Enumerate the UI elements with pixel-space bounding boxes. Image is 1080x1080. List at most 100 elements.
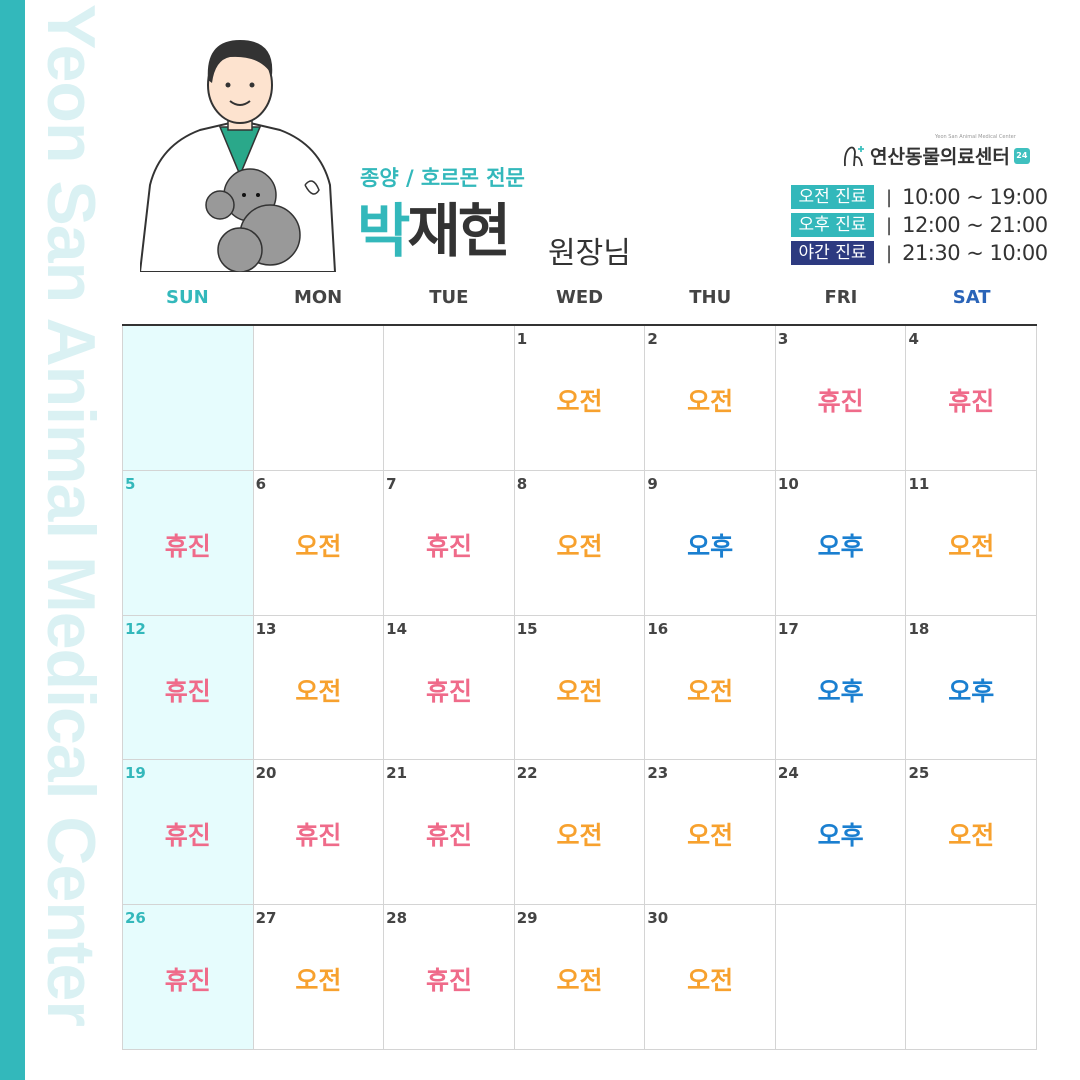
day-number: 14 (386, 619, 408, 638)
day-number: 13 (255, 619, 277, 638)
schedule-status: 오전 (295, 676, 342, 706)
calendar-day-cell: 18 오후 (906, 615, 1038, 761)
hours-table: 오전 진료 | 10:00 ~ 19:00 오후 진료 | 12:00 ~ 21:00 야간… (791, 183, 1048, 267)
day-number: 18 (908, 619, 930, 638)
day-number: 12 (125, 619, 146, 638)
schedule-status: 휴진 (425, 676, 472, 706)
day-number: 19 (125, 764, 146, 783)
weekday-thu: THU (689, 287, 732, 308)
calendar-day-cell: 1 오전 (514, 326, 646, 471)
schedule-status: 오전 (556, 531, 603, 561)
calendar-day-cell: 16 오전 (645, 615, 776, 761)
day-number: 4 (908, 330, 919, 348)
calendar-day-cell: 24 오후 (775, 760, 907, 906)
calendar-day-cell: 4 휴진 (906, 326, 1038, 471)
dog-logo-icon (843, 145, 864, 166)
logo-subtext: Yeon San Animal Medical Center (935, 134, 1016, 140)
day-number: 30 (647, 909, 669, 928)
side-watermark-text: Yeon San Animal Medical Center (33, 4, 109, 1026)
doctor-name-rest: 재현 (407, 197, 511, 265)
schedule-status: 휴진 (164, 531, 211, 561)
schedule-status: 오후 (817, 531, 864, 561)
calendar-day-cell: 23 오전 (645, 760, 776, 906)
day-number: 3 (777, 330, 789, 348)
separator: | (886, 186, 893, 208)
day-number: 7 (386, 474, 397, 493)
doctor-title: 원장님 (548, 236, 631, 271)
day-number: 29 (516, 909, 538, 928)
doctor-name-first: 박 (357, 197, 410, 265)
schedule-status: 오전 (687, 676, 734, 706)
calendar-week: 1 오전 2 오전 3 휴진 4 휴진 (122, 326, 1038, 471)
weekday-fri: FRI (824, 287, 858, 308)
schedule-status: 오전 (556, 676, 603, 706)
weekday-wed: WED (555, 287, 604, 308)
calendar-day-cell: 17 오후 (775, 615, 907, 761)
day-number: 10 (777, 474, 799, 493)
schedule-status: 휴진 (164, 966, 211, 996)
schedule-status: 오후 (687, 531, 734, 561)
hours-time: 10:00 ~ 19:00 (902, 185, 1048, 209)
day-number: 24 (777, 764, 799, 783)
weekday-mon: MON (293, 287, 343, 308)
calendar-week: 26 휴진 27 오전 28 휴진 29 오전 30 오전 (122, 905, 1038, 1050)
hours-row: 오전 진료 | 10:00 ~ 19:00 (791, 183, 1048, 211)
calendar-day-cell: 30 오전 (645, 905, 776, 1050)
schedule-status: 휴진 (164, 676, 211, 706)
hours-time: 21:30 ~ 10:00 (902, 241, 1048, 265)
schedule-status: 오후 (817, 821, 864, 851)
calendar-day-cell: 15 오전 (514, 615, 646, 761)
day-number: 26 (125, 909, 146, 928)
calendar-day-cell: 6 오전 (253, 470, 385, 616)
schedule-status: 휴진 (425, 531, 472, 561)
schedule-status: 오전 (687, 821, 734, 851)
calendar-day-cell (122, 326, 254, 471)
schedule-status: 오전 (687, 387, 734, 416)
day-number: 16 (647, 619, 669, 638)
schedule-status: 휴진 (948, 387, 995, 416)
schedule-status: 오전 (556, 821, 603, 851)
schedule-status: 오전 (556, 966, 603, 996)
calendar-day-cell: 3 휴진 (775, 326, 907, 471)
schedule-status: 휴진 (817, 387, 864, 416)
calendar-day-cell: 10 오후 (775, 470, 907, 616)
schedule-status: 오후 (948, 676, 995, 706)
day-number: 28 (386, 909, 408, 928)
schedule-status: 오전 (948, 531, 995, 561)
day-number: 11 (908, 474, 930, 493)
calendar-day-cell: 19 휴진 (122, 760, 254, 906)
calendar-day-cell: 22 오전 (514, 760, 646, 906)
hours-row: 야간 진료 | 21:30 ~ 10:00 (791, 239, 1048, 267)
calendar-week: 5 휴진 6 오전 7 휴진 8 오전 9 오후 10 오후 11 오전 (122, 470, 1038, 616)
schedule-status: 휴진 (425, 966, 472, 996)
weekday-sat: SAT (952, 287, 991, 308)
schedule-status: 오전 (948, 821, 995, 851)
schedule-status: 오전 (295, 531, 342, 561)
calendar-day-cell (775, 905, 907, 1050)
calendar-day-cell: 29 오전 (514, 905, 646, 1050)
weekday-tue: TUE (429, 287, 469, 308)
schedule-status: 오전 (556, 387, 603, 416)
day-number: 22 (516, 764, 538, 783)
day-number: 15 (516, 619, 538, 638)
calendar-day-cell: 28 휴진 (384, 905, 515, 1050)
calendar-day-cell: 26 휴진 (122, 905, 254, 1050)
calendar-day-cell: 21 휴진 (384, 760, 515, 906)
calendar-day-cell: 5 휴진 (122, 470, 254, 616)
calendar-day-cell: 13 오전 (253, 615, 385, 761)
calendar-day-cell: 25 오전 (906, 760, 1038, 906)
separator: | (886, 242, 893, 264)
hours-label: 오전 진료 (791, 185, 874, 209)
side-accent-bar (0, 0, 25, 1080)
schedule-status: 오전 (295, 966, 342, 996)
schedule-status: 오후 (817, 676, 864, 706)
day-number: 6 (255, 474, 267, 493)
schedule-status: 휴진 (295, 821, 342, 851)
clinic-logo: 연산동물의료센터 24 (842, 142, 1030, 169)
doctor-illustration (140, 40, 337, 272)
calendar-day-cell: 20 휴진 (253, 760, 385, 906)
day-number: 27 (255, 909, 277, 928)
separator: | (886, 214, 893, 236)
calendar-day-cell (253, 326, 385, 471)
hours-label: 야간 진료 (791, 241, 874, 265)
